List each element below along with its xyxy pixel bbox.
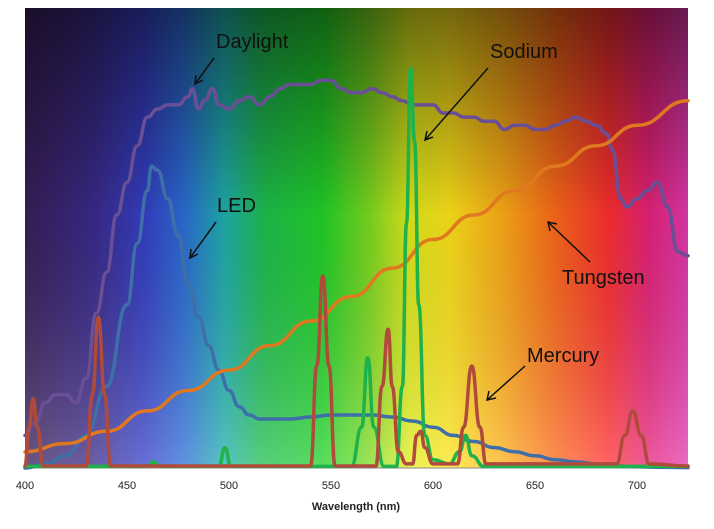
callout-mercury-label: Mercury: [527, 345, 599, 367]
x-axis-title: Wavelength (nm): [312, 501, 401, 513]
callout-mercury-arrow: [486, 365, 526, 401]
callout-tungsten: Tungsten: [547, 221, 645, 289]
arrowhead-icon: [423, 130, 434, 142]
callout-daylight-arrow: [194, 57, 215, 85]
x-tick-label: 450: [118, 480, 136, 492]
callout-daylight-label: Daylight: [216, 31, 289, 53]
callout-led-label: LED: [217, 195, 256, 217]
callout-tungsten-arrow: [547, 221, 591, 263]
callout-tungsten-label: Tungsten: [562, 267, 645, 289]
x-tick-label: 500: [220, 480, 238, 492]
x-tick-label: 650: [526, 480, 544, 492]
x-tick-label: 700: [628, 480, 646, 492]
callout-sodium-label: Sodium: [490, 41, 558, 63]
arrowhead-icon: [547, 221, 558, 232]
spectrum-shading: [25, 8, 688, 468]
callout-sodium-arrow: [424, 67, 489, 141]
series-line-tungsten: [23, 99, 690, 454]
arrowhead-icon: [194, 74, 204, 86]
callout-sodium: Sodium: [423, 41, 558, 142]
x-tick-label: 550: [322, 480, 340, 492]
callout-led: LED: [189, 195, 256, 260]
series-line-led: [23, 164, 690, 470]
arrowhead-icon: [486, 390, 497, 401]
callout-mercury: Mercury: [486, 345, 599, 401]
plot-background: [25, 8, 688, 468]
x-tick-label: 400: [16, 480, 34, 492]
series-line-daylight: [23, 78, 690, 438]
series-layer: [23, 66, 690, 470]
arrowhead-icon: [189, 248, 199, 260]
callout-led-arrow: [189, 221, 217, 259]
series-line-mercury: [23, 274, 690, 468]
x-tick-label: 600: [424, 480, 442, 492]
callout-daylight: Daylight: [194, 31, 289, 86]
x-tick-labels: 400 450 500 550 600 650 700: [16, 480, 646, 492]
